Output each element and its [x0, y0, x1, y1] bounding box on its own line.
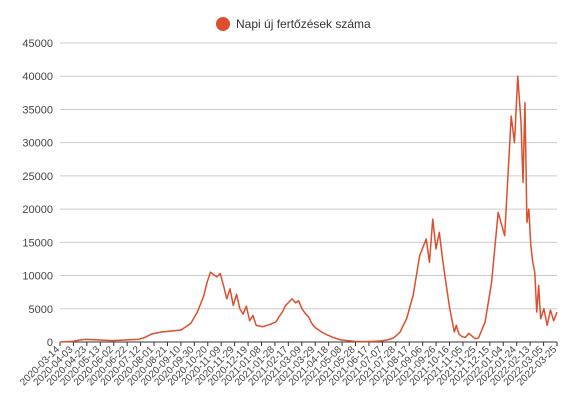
gridlines — [60, 42, 557, 343]
y-tick-label: 30000 — [22, 138, 53, 150]
y-tick-label: 10000 — [22, 271, 53, 283]
y-tick-label: 45000 — [22, 38, 53, 50]
series-line-0 — [59, 75, 558, 343]
y-tick-label: 5000 — [29, 304, 53, 316]
x-axis: 2020-03-142020-04-032020-04-232020-05-13… — [18, 342, 559, 388]
legend-label: Napi új fertőzések száma — [236, 17, 371, 31]
legend-marker — [216, 17, 230, 31]
y-tick-label: 0 — [47, 337, 53, 349]
y-tick-label: 15000 — [22, 237, 53, 249]
series-layer — [59, 75, 558, 343]
y-tick-label: 20000 — [22, 204, 53, 216]
y-tick-label: 25000 — [22, 171, 53, 183]
chart-legend: Napi új fertőzések száma — [216, 17, 371, 31]
y-tick-label: 35000 — [22, 104, 53, 116]
y-tick-label: 40000 — [22, 71, 53, 83]
y-axis: 0 5000 10000 15000 20000 25000 30000 35000 40000… — [22, 38, 53, 349]
